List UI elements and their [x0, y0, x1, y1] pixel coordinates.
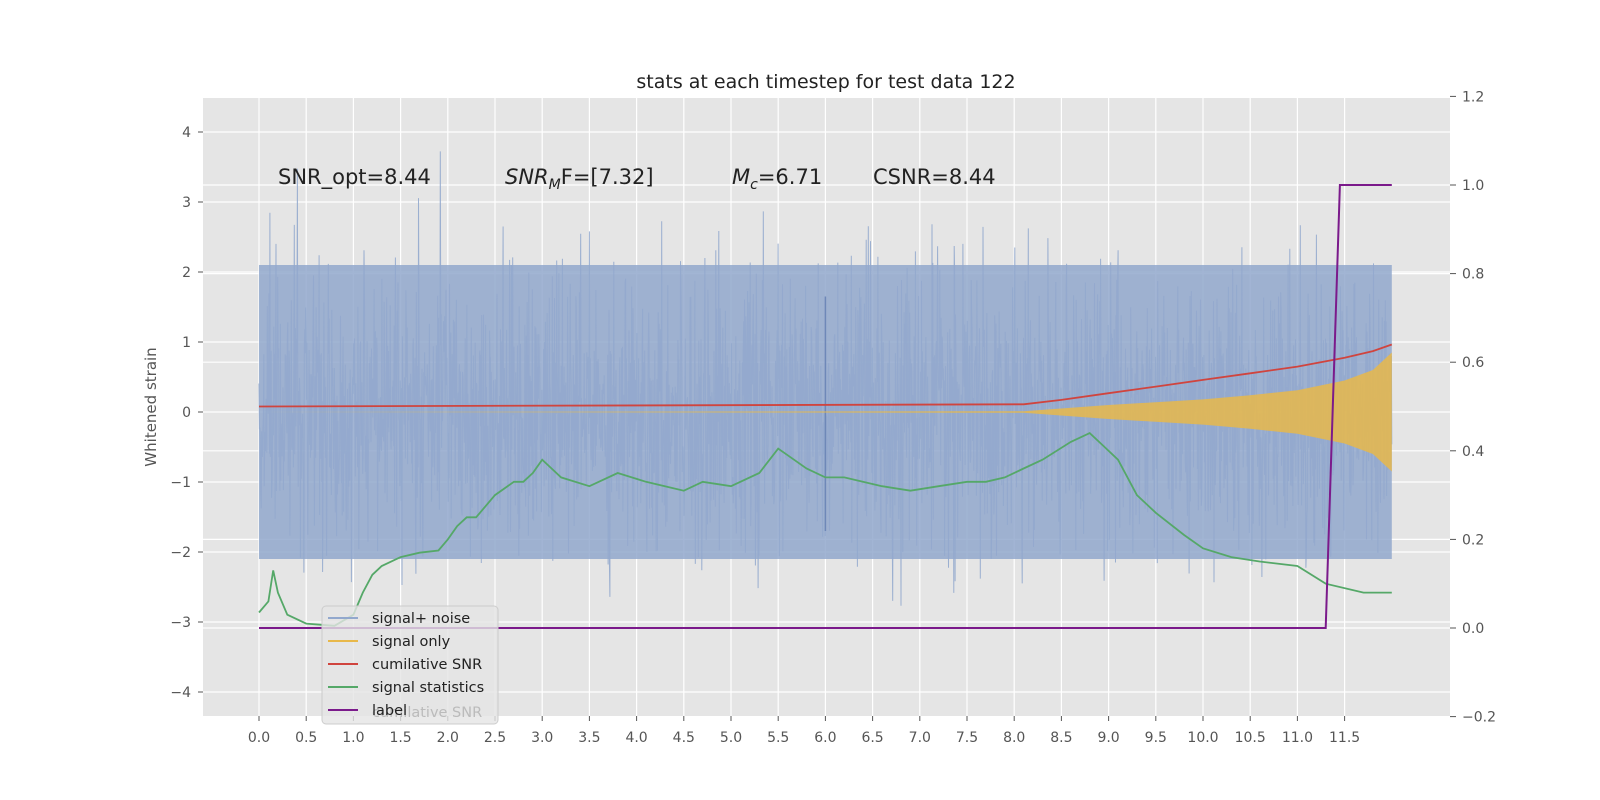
- x-tick-label: 0.0: [248, 730, 270, 746]
- x-tick-label: 2.5: [484, 730, 506, 746]
- x-tick-label: 6.0: [814, 730, 836, 746]
- y-tick-label: 4: [182, 125, 191, 141]
- signal-only-series: [259, 352, 1392, 472]
- legend-box: [321, 605, 499, 725]
- annotation-chirp-mass-value: =6.71: [758, 165, 822, 189]
- y2-tick-label: 1.2: [1462, 89, 1484, 105]
- x-tick-label: 5.5: [767, 730, 789, 746]
- y-tick-label: −2: [170, 545, 191, 561]
- x-tick-label: 10.0: [1187, 730, 1218, 746]
- axes: 0.0 0.5 1.0 1.5 2.0 2.5 3.0 3.5 4.0 4.5 5.0 5.5 6.0 6…: [170, 89, 1496, 746]
- annotation-snr-opt: SNR_opt=8.44: [278, 165, 431, 190]
- x-tick-label: 11.5: [1329, 730, 1360, 746]
- annotation-csnr: CSNR=8.44: [873, 165, 996, 189]
- annotation-snr-mf-value: F=[7.32]: [561, 165, 654, 189]
- y-tick-label: −3: [170, 615, 191, 631]
- annotation-chirp-mass: Mc=6.71: [732, 165, 822, 193]
- y2-tick-label: 0.4: [1462, 444, 1484, 460]
- legend-label-statistics: signal statistics: [372, 680, 484, 696]
- annotation-chirp-mass-sub: c: [750, 177, 758, 193]
- x-tick-label: 8.5: [1050, 730, 1072, 746]
- signal-statistics-line: [258, 432, 1392, 627]
- y-tick-label: −1: [170, 475, 191, 491]
- y-tick-label: 0: [182, 405, 191, 421]
- x-tick-label: 0.5: [295, 730, 317, 746]
- legend-label-noise: signal+ noise: [372, 611, 470, 627]
- y2-tick-label: −0.2: [1462, 710, 1496, 726]
- x-tick-label: 6.5: [861, 730, 883, 746]
- y-axis-label: Whitened strain: [142, 347, 160, 466]
- chart-title: stats at each timestep for test data 122: [636, 71, 1015, 93]
- x-tick-label: 1.5: [389, 730, 411, 746]
- cumulative-snr-line: [258, 343, 1393, 408]
- x-tick-label: 5.0: [720, 730, 742, 746]
- label-line: [259, 184, 1392, 629]
- x-tick-label: 10.5: [1235, 730, 1266, 746]
- x-tick-label: 9.0: [1097, 730, 1119, 746]
- x-tick-label: 2.0: [437, 730, 459, 746]
- x-tick-label: 9.5: [1145, 730, 1167, 746]
- x-tick-label: 1.0: [342, 730, 364, 746]
- legend: cumilative SNR signal+ noise signal only…: [321, 605, 499, 725]
- y-tick-label: 2: [182, 265, 191, 281]
- legend-label-cumulative: cumilative SNR: [372, 657, 482, 673]
- y2-tick-label: 0.6: [1462, 355, 1484, 371]
- x-tick-label: 7.0: [909, 730, 931, 746]
- legend-label-label: label: [372, 703, 407, 719]
- x-tick-label: 7.5: [956, 730, 978, 746]
- x-tick-label: 4.5: [673, 730, 695, 746]
- annotation-snr-mf-sub: M: [549, 177, 561, 193]
- x-tick-label: 3.5: [578, 730, 600, 746]
- y-tick-label: −4: [170, 685, 191, 701]
- x-tick-label: 8.0: [1003, 730, 1025, 746]
- annotation-snr-mf-snr: SNR: [505, 165, 549, 189]
- line-series: [258, 184, 1393, 629]
- y-tick-label: 3: [182, 195, 191, 211]
- legend-ghost-text: cumilative SNR: [372, 705, 482, 721]
- y2-tick-label: 0.0: [1462, 621, 1484, 637]
- y2-tick-label: 0.2: [1462, 532, 1484, 548]
- y2-tick-label: 1.0: [1462, 178, 1484, 194]
- x-tick-label: 4.0: [625, 730, 647, 746]
- y2-tick-label: 0.8: [1462, 267, 1484, 283]
- x-tick-label: 11.0: [1282, 730, 1313, 746]
- x-tick-label: 3.0: [531, 730, 553, 746]
- legend-label-signal: signal only: [372, 634, 451, 650]
- annotation-snr-mf: SNRMF=[7.32]: [505, 165, 654, 193]
- signal-only-envelope: [259, 352, 1392, 472]
- y-tick-label: 1: [182, 335, 191, 351]
- annotation-chirp-mass-m: M: [732, 165, 750, 189]
